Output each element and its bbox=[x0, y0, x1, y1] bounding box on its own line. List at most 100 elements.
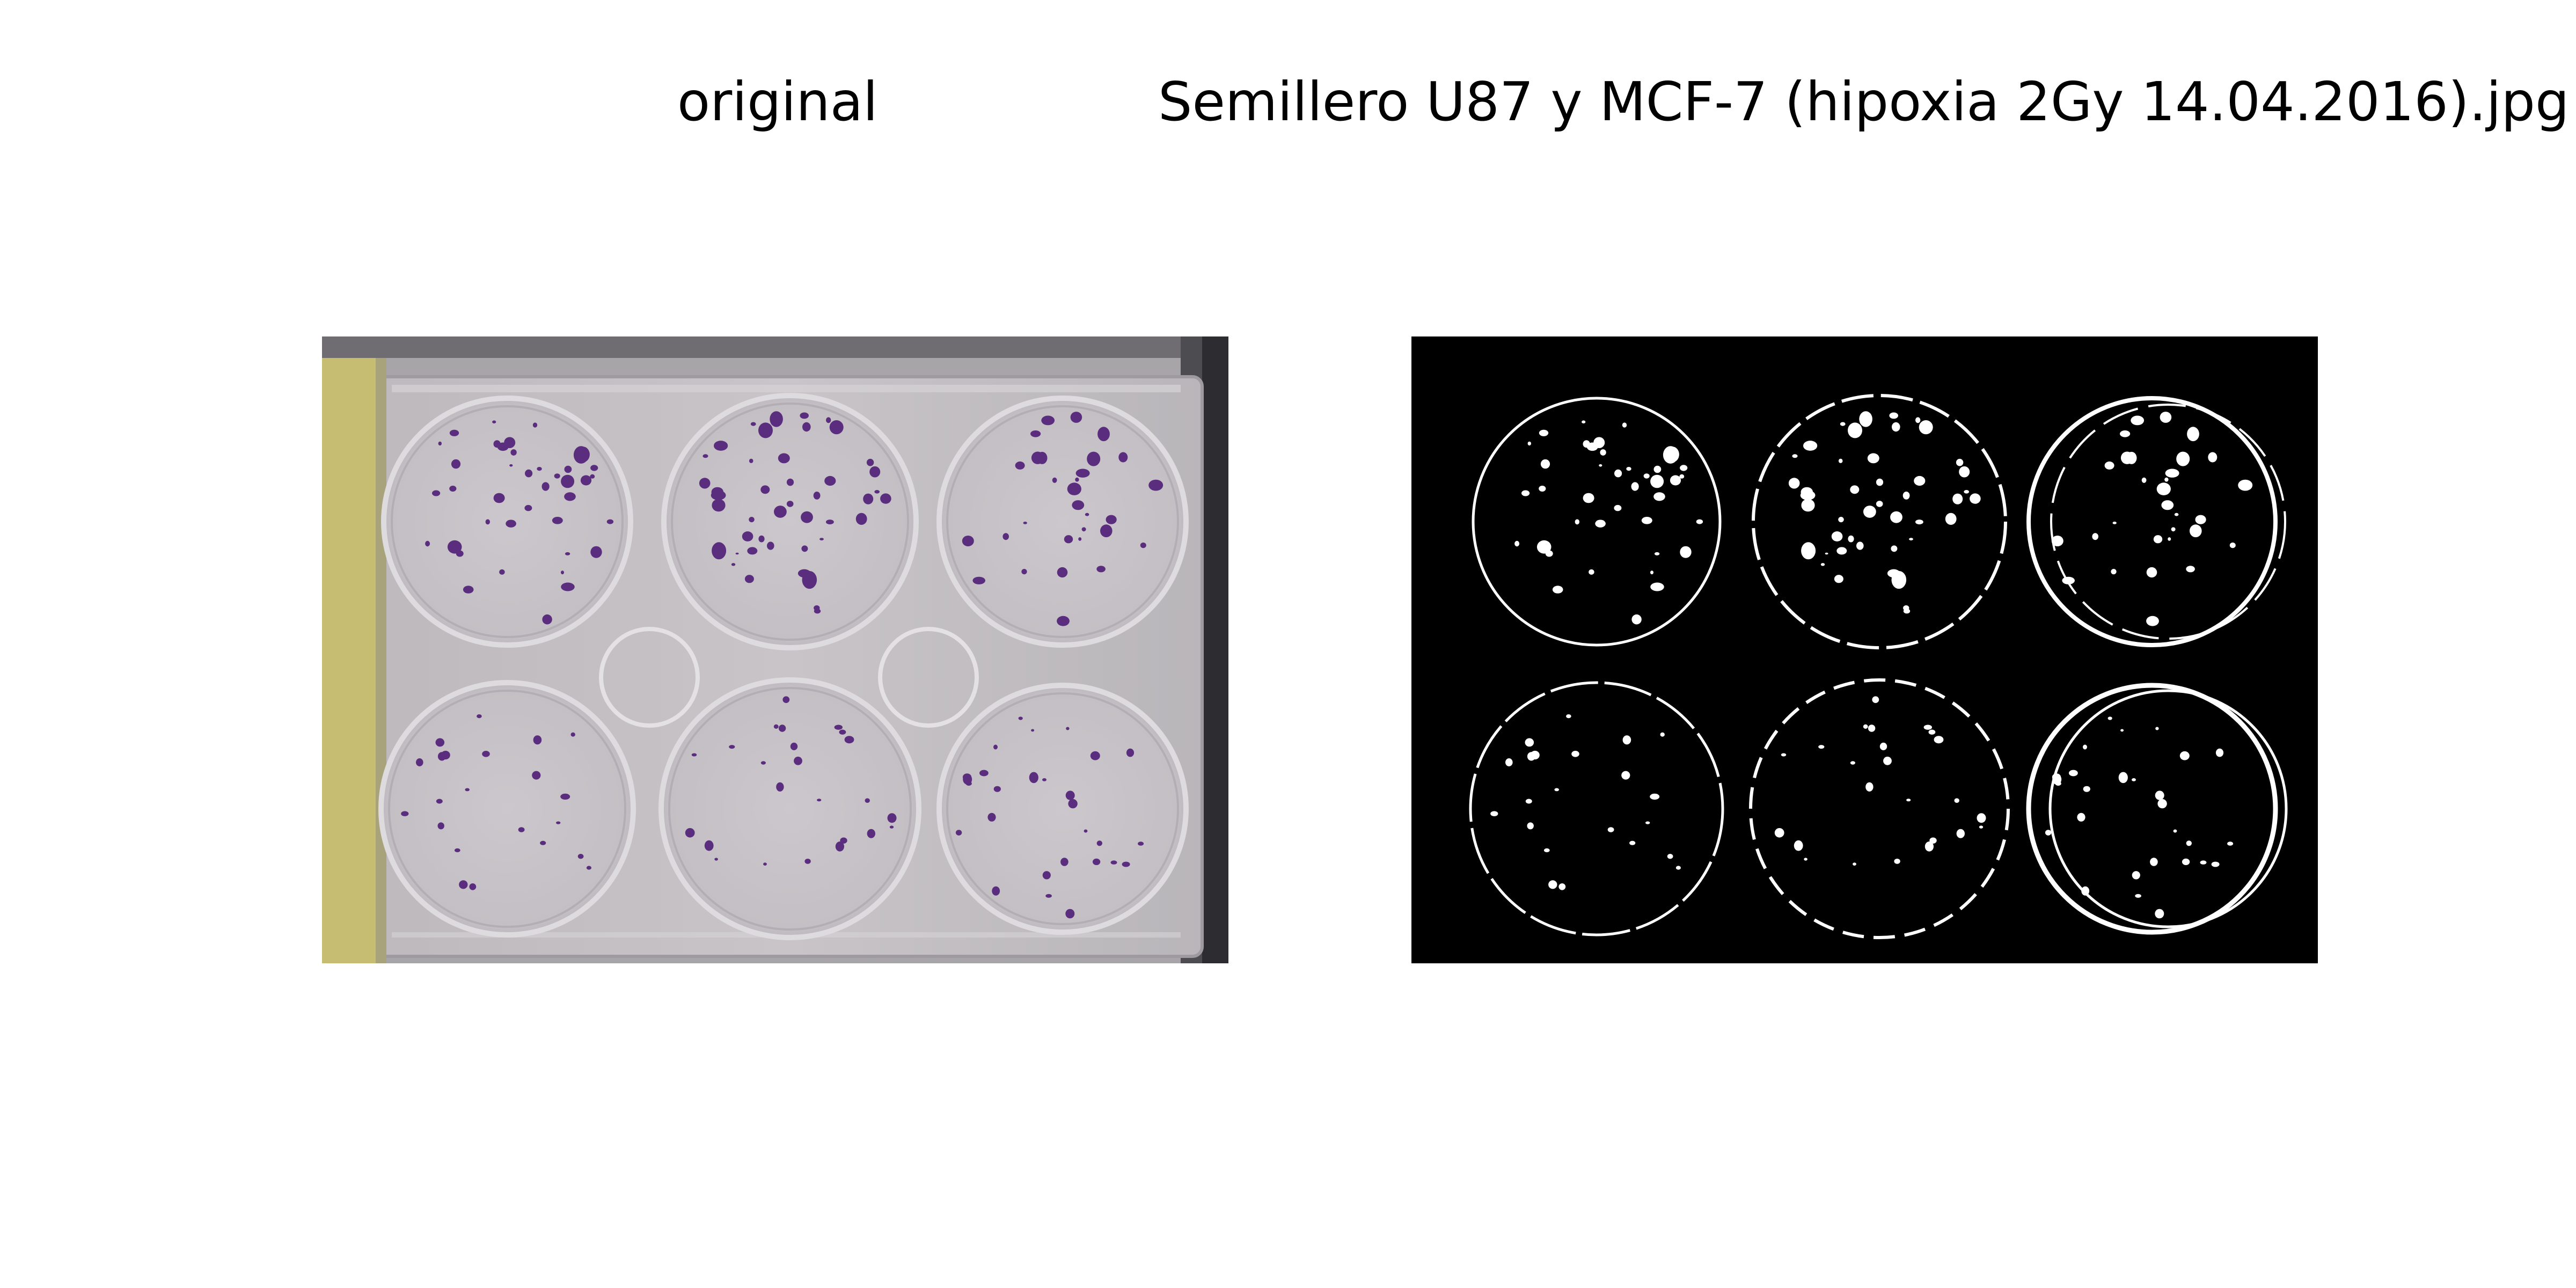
colony-spot bbox=[1915, 417, 1921, 423]
colony-spot bbox=[1865, 782, 1874, 792]
colony-spot bbox=[577, 854, 584, 859]
colony-spot bbox=[2155, 909, 2164, 919]
colony-spot bbox=[699, 478, 711, 489]
colony-spot bbox=[790, 742, 798, 750]
colony-spot bbox=[712, 542, 727, 560]
plate-photo bbox=[322, 336, 1228, 963]
colony-spot bbox=[2171, 527, 2176, 532]
colony-spot bbox=[2146, 567, 2157, 578]
colony-spot bbox=[1042, 871, 1051, 880]
colony-spot bbox=[2132, 871, 2140, 880]
colony-spot bbox=[1066, 727, 1070, 730]
colony-spot bbox=[1850, 485, 1860, 494]
stained-colonies bbox=[401, 411, 1163, 919]
colony-spot bbox=[702, 454, 708, 458]
colony-spot bbox=[2111, 569, 2117, 575]
colony-spot bbox=[1554, 788, 1559, 792]
colony-spot bbox=[797, 569, 811, 578]
colony-spot bbox=[1621, 771, 1630, 780]
colony-spot bbox=[447, 540, 462, 554]
colony-spot bbox=[1100, 524, 1113, 538]
colony-spot bbox=[829, 420, 844, 435]
colony-spot bbox=[1029, 772, 1038, 784]
colony-spot bbox=[506, 519, 516, 528]
colony-spot bbox=[786, 501, 794, 507]
well-b2 bbox=[658, 677, 921, 940]
colony-spot bbox=[510, 449, 517, 456]
colony-spot bbox=[691, 753, 697, 757]
colony-spot bbox=[1903, 605, 1909, 611]
colony-spot bbox=[1929, 837, 1937, 844]
colony-spot bbox=[1622, 422, 1627, 428]
colony-spot bbox=[2092, 533, 2098, 540]
colony-spot bbox=[763, 862, 767, 866]
colony-spot bbox=[1540, 459, 1550, 469]
right-panel-title: Semillero U87 y MCF-7 (hipoxia 2Gy 14.04… bbox=[1158, 70, 2570, 133]
colony-spot bbox=[1600, 449, 1606, 456]
colony-spot bbox=[554, 473, 560, 479]
colony-spot bbox=[1548, 880, 1557, 889]
colony-spot bbox=[2062, 576, 2075, 584]
colony-spot bbox=[749, 517, 755, 523]
colony-spot bbox=[2208, 452, 2218, 463]
colony-spot bbox=[735, 552, 739, 555]
colony-spot bbox=[532, 422, 538, 428]
colony-spot bbox=[1060, 858, 1069, 866]
colony-spot bbox=[1622, 735, 1631, 745]
colony-spot bbox=[492, 420, 496, 423]
colony-spot bbox=[1850, 761, 1855, 765]
colony-spot bbox=[2161, 500, 2174, 510]
colony-spot bbox=[1891, 545, 1898, 552]
colony-spot bbox=[1653, 492, 1665, 501]
colony-spot bbox=[1566, 714, 1571, 719]
colony-spot bbox=[801, 511, 813, 523]
colony-spot bbox=[469, 883, 477, 890]
colony-spot bbox=[1654, 552, 1660, 555]
colony-spot bbox=[2176, 451, 2190, 466]
colony-spot bbox=[1650, 582, 1664, 591]
left-panel-title: original bbox=[677, 70, 878, 133]
colony-spot bbox=[1595, 519, 1606, 528]
colony-spot bbox=[1667, 854, 1673, 859]
colony-spot bbox=[1140, 542, 1146, 548]
colony-spot bbox=[1670, 475, 1681, 486]
colony-spot bbox=[1859, 411, 1872, 427]
colony-spot bbox=[1505, 758, 1513, 766]
colony-spot bbox=[1788, 478, 1800, 489]
colony-spot bbox=[1558, 883, 1566, 890]
colony-spot bbox=[1096, 566, 1106, 573]
colony-spot bbox=[2120, 729, 2124, 732]
colony-spot bbox=[1041, 415, 1055, 426]
colony-spot bbox=[2132, 778, 2136, 781]
colony-spot bbox=[1148, 479, 1163, 491]
colony-spot bbox=[750, 422, 756, 426]
colony-spot bbox=[1583, 493, 1594, 503]
colony-spot bbox=[1876, 478, 1884, 486]
colony-spot bbox=[1794, 840, 1803, 851]
colony-spot bbox=[2156, 482, 2171, 495]
colony-spot bbox=[1081, 527, 1086, 532]
colony-spot bbox=[992, 886, 1000, 896]
colony-spot bbox=[855, 513, 867, 525]
colony-spot bbox=[749, 458, 753, 463]
colony-spot bbox=[1075, 477, 1079, 482]
colony-spot bbox=[2069, 770, 2078, 777]
colony-spot bbox=[1801, 542, 1816, 560]
well-b3 bbox=[936, 683, 1189, 935]
colony-spot bbox=[834, 724, 843, 730]
colony-spot bbox=[1856, 541, 1864, 550]
colony-spot bbox=[714, 858, 718, 861]
colony-spot bbox=[565, 552, 570, 555]
colony-spot bbox=[1902, 492, 1910, 500]
colony-spot bbox=[2150, 858, 2158, 866]
colony-spot bbox=[459, 880, 468, 889]
colony-spot bbox=[758, 535, 765, 543]
colony-spot bbox=[813, 492, 821, 500]
colony-spot bbox=[1030, 430, 1041, 437]
colony-spot bbox=[1527, 822, 1534, 830]
colony-spot bbox=[1015, 461, 1025, 470]
colony-spot bbox=[685, 828, 695, 838]
colony-spot bbox=[533, 735, 542, 745]
colony-spot bbox=[2118, 772, 2128, 784]
colony-spot bbox=[2131, 415, 2145, 426]
